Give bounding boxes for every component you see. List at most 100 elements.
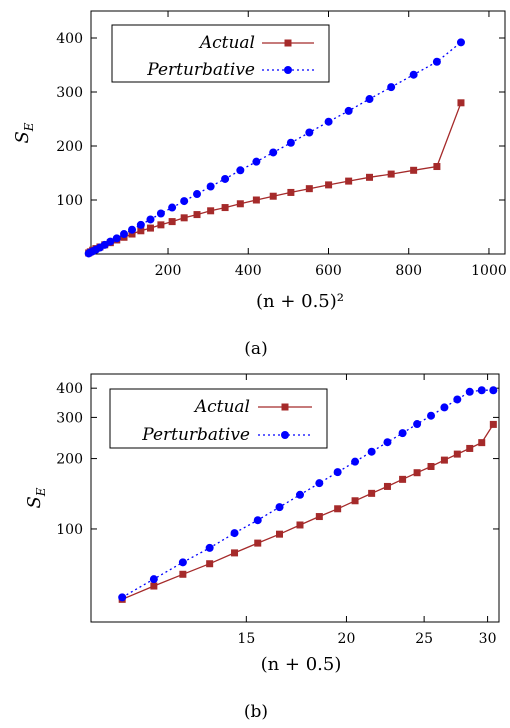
data-point-perturbative — [146, 215, 154, 223]
data-point-perturbative — [276, 503, 284, 511]
data-point-perturbative — [453, 395, 461, 403]
x-tick-label: 20 — [338, 631, 356, 647]
data-point-perturbative — [478, 386, 486, 394]
legend: Actual Perturbative — [112, 25, 329, 82]
data-point-actual — [207, 207, 214, 214]
data-point-perturbative — [368, 448, 376, 456]
data-point-perturbative — [325, 118, 333, 126]
data-point-perturbative — [413, 420, 421, 428]
data-point-actual — [270, 193, 277, 200]
data-point-actual — [181, 214, 188, 221]
y-axis-label: SE — [24, 487, 48, 508]
data-point-actual — [414, 469, 421, 476]
data-point-actual — [334, 505, 341, 512]
data-point-actual — [179, 571, 186, 578]
data-point-perturbative — [440, 403, 448, 411]
data-point-actual — [410, 167, 417, 174]
caption-a: (a) — [244, 339, 267, 359]
data-point-perturbative — [252, 158, 260, 166]
data-point-perturbative — [113, 234, 121, 242]
data-point-perturbative — [231, 529, 239, 537]
data-point-actual — [157, 221, 164, 228]
data-point-actual — [231, 549, 238, 556]
data-point-actual — [194, 211, 201, 218]
x-tick-label: 400 — [235, 263, 262, 279]
data-point-perturbative — [269, 148, 277, 156]
legend-label-perturbative: Perturbative — [146, 60, 255, 80]
y-axis-label: SE — [12, 122, 36, 143]
data-point-perturbative — [179, 558, 187, 566]
x-tick-label: 15 — [237, 631, 255, 647]
data-point-perturbative — [296, 491, 304, 499]
x-tick-label: 1000 — [471, 263, 507, 279]
data-point-actual — [366, 174, 373, 181]
legend-label-perturbative: Perturbative — [141, 425, 250, 445]
x-tick-label: 30 — [479, 631, 497, 647]
data-point-actual — [368, 490, 375, 497]
data-point-actual — [457, 99, 464, 106]
data-point-perturbative — [410, 71, 418, 79]
series-line-actual — [89, 103, 461, 253]
data-point-actual — [466, 445, 473, 452]
data-point-perturbative — [118, 593, 126, 601]
data-point-actual — [384, 483, 391, 490]
data-point-actual — [254, 540, 261, 547]
data-point-actual — [206, 560, 213, 567]
data-point-perturbative — [315, 479, 323, 487]
data-point-perturbative — [383, 438, 391, 446]
data-point-actual — [147, 225, 154, 232]
data-point-actual — [296, 521, 303, 528]
data-point-actual — [345, 178, 352, 185]
legend-marker-perturbative — [284, 66, 292, 74]
data-point-perturbative — [128, 226, 136, 234]
data-point-perturbative — [168, 204, 176, 212]
y-tick-label: 400 — [56, 381, 83, 397]
data-point-perturbative — [366, 95, 374, 103]
data-point-perturbative — [207, 183, 215, 191]
y-tick-label: 200 — [56, 452, 83, 468]
data-point-actual — [490, 421, 497, 428]
data-point-perturbative — [150, 575, 158, 583]
data-point-perturbative — [387, 83, 395, 91]
data-point-actual — [237, 200, 244, 207]
legend-marker-actual — [285, 40, 292, 47]
x-axis-label: (n + 0.5) — [261, 654, 342, 675]
data-point-perturbative — [489, 386, 497, 394]
caption-b: (b) — [244, 702, 268, 722]
data-point-perturbative — [305, 129, 313, 137]
legend-label-actual: Actual — [193, 397, 250, 417]
data-point-perturbative — [206, 544, 214, 552]
data-point-actual — [433, 163, 440, 170]
data-point-actual — [352, 497, 359, 504]
data-point-perturbative — [157, 210, 165, 218]
data-point-actual — [428, 463, 435, 470]
series-line-actual — [122, 424, 493, 599]
x-tick-label: 600 — [315, 263, 342, 279]
data-point-perturbative — [466, 388, 474, 396]
y-tick-label: 300 — [56, 85, 83, 101]
data-point-actual — [169, 218, 176, 225]
data-point-actual — [441, 457, 448, 464]
data-point-actual — [150, 583, 157, 590]
data-point-perturbative — [351, 458, 359, 466]
data-point-perturbative — [236, 166, 244, 174]
data-point-perturbative — [137, 221, 145, 229]
x-tick-label: 200 — [155, 263, 182, 279]
y-tick-label: 400 — [56, 31, 83, 47]
data-point-actual — [276, 531, 283, 538]
data-point-actual — [478, 439, 485, 446]
data-point-perturbative — [433, 58, 441, 66]
data-point-actual — [454, 451, 461, 458]
y-tick-label: 100 — [56, 522, 83, 538]
data-point-perturbative — [399, 429, 407, 437]
data-point-perturbative — [193, 190, 201, 198]
legend: Actual Perturbative — [110, 389, 327, 448]
data-point-perturbative — [254, 516, 262, 524]
data-point-actual — [325, 181, 332, 188]
data-point-perturbative — [334, 468, 342, 476]
legend-marker-actual — [282, 404, 289, 411]
data-point-perturbative — [427, 412, 435, 420]
legend-label-actual: Actual — [198, 33, 255, 53]
data-point-perturbative — [287, 139, 295, 147]
